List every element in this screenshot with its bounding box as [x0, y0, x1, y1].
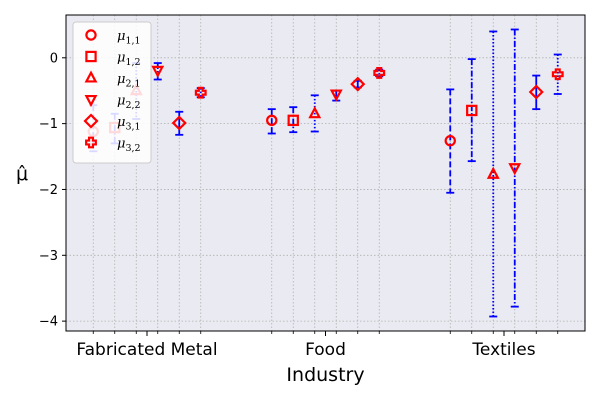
- data-point: [508, 163, 522, 176]
- legend-entry: μ2,2: [117, 94, 141, 112]
- legend: μ1,1 μ1,2 μ2,1 μ2,2 μ3,1 μ3,2: [72, 21, 152, 164]
- data-point: [373, 67, 386, 79]
- legend-marker: [83, 113, 99, 129]
- data-point: [308, 106, 322, 119]
- data-point: [486, 166, 500, 179]
- y-tick-label: −2: [39, 183, 58, 198]
- y-axis-ticks: 0 −1 −2 −3 −4: [39, 51, 66, 330]
- data-point: [551, 68, 564, 81]
- data-point: [151, 65, 165, 78]
- legend-entry: μ2,1: [117, 72, 141, 90]
- legend-marker: [85, 50, 97, 63]
- y-tick-label: 0: [50, 51, 58, 66]
- data-point: [350, 76, 366, 92]
- y-axis-label: μ̂: [16, 163, 28, 185]
- x-category-label: Textiles: [471, 340, 535, 360]
- grid-lines: [66, 15, 585, 331]
- legend-entry: μ1,1: [117, 29, 141, 47]
- data-point: [444, 135, 456, 147]
- data-point: [287, 114, 299, 127]
- data-point: [329, 89, 343, 102]
- y-tick-label: −3: [39, 249, 58, 264]
- legend-box: [72, 21, 152, 164]
- legend-entry: μ3,2: [117, 137, 141, 155]
- legend-marker: [85, 136, 97, 149]
- x-category-label: Fabricated Metal: [76, 340, 217, 360]
- y-tick-label: −1: [39, 117, 58, 132]
- y-tick-label: −4: [39, 315, 58, 330]
- data-point: [466, 104, 478, 117]
- data-point: [528, 84, 544, 100]
- x-axis-ticks: Fabricated Metal Food Textiles: [76, 331, 559, 360]
- data-point: [194, 86, 207, 99]
- x-axis-label: Industry: [286, 364, 364, 386]
- legend-marker: [84, 70, 98, 83]
- legend-entry: μ1,2: [117, 51, 141, 69]
- x-category-label: Food: [305, 340, 346, 360]
- legend-entry: μ3,1: [117, 115, 141, 133]
- legend-marker: [84, 94, 98, 108]
- legend-marker: [85, 29, 97, 41]
- data-point: [171, 115, 187, 131]
- data-point: [266, 114, 278, 127]
